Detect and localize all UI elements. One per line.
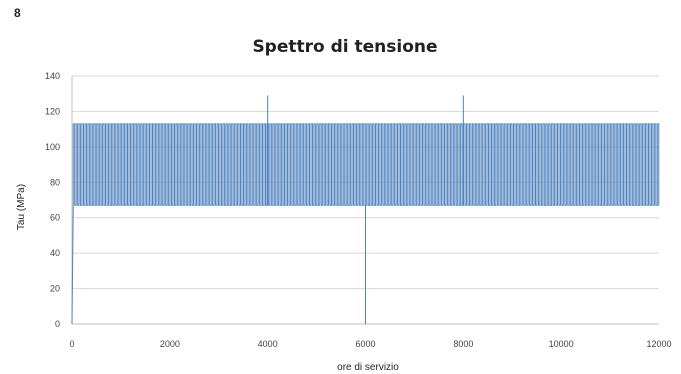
panel-label: 8 — [14, 6, 21, 20]
x-axis-label: ore di servizio — [337, 362, 399, 373]
chart-title: Spettro di tensione — [252, 37, 437, 57]
y-tick-label: 100 — [45, 142, 60, 152]
x-tick-label: 6000 — [355, 339, 375, 349]
y-tick-label: 120 — [45, 106, 60, 116]
y-tick-label: 20 — [50, 284, 60, 294]
x-tick-label: 2000 — [160, 339, 180, 349]
y-axis-label: Tau (MPa) — [16, 184, 27, 230]
x-tick-label: 10000 — [549, 339, 574, 349]
y-tick-label: 140 — [45, 71, 60, 81]
y-tick-label: 80 — [50, 177, 60, 187]
x-tick-label: 0 — [69, 339, 74, 349]
series-layer — [71, 95, 660, 325]
series-line — [71, 123, 660, 325]
x-tick-labels: 0 2000 4000 6000 8000 10000 12000 — [69, 339, 671, 349]
x-tick-label: 4000 — [258, 339, 278, 349]
x-tick-label: 8000 — [453, 339, 473, 349]
x-tick-label: 12000 — [646, 339, 671, 349]
y-tick-label: 60 — [50, 213, 60, 223]
y-tick-label: 40 — [50, 248, 60, 258]
y-tick-labels: 0 20 40 60 80 100 120 140 — [45, 71, 60, 329]
y-tick-label: 0 — [55, 319, 60, 329]
